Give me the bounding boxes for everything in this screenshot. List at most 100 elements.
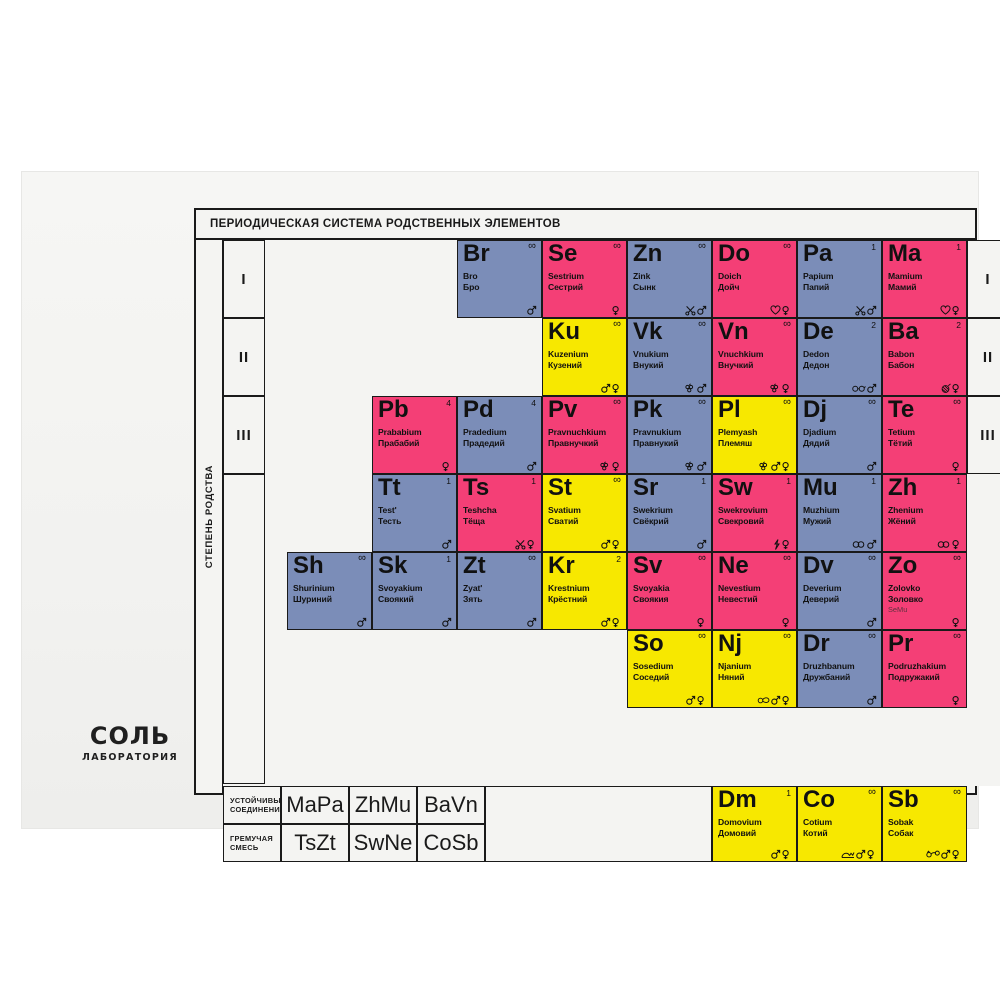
element-cell-pl[interactable]: Pl ∞ Plemyash Племяш [712,396,797,474]
element-symbol: Br [463,240,490,267]
element-gender-glyphs [770,305,792,316]
element-cyrillic-name: Крёстний [548,594,588,604]
element-cell-pk[interactable]: Pk ∞ Pravnukium Правнукий [627,396,712,474]
pacifier-icon [757,697,770,704]
element-cyrillic-name: Бабон [888,360,915,370]
element-cell-br[interactable]: Br ∞ Bro Бро [457,240,542,318]
female-symbol-icon [782,461,789,471]
element-cell-co[interactable]: Co ∞ Cotium Котий [797,786,882,862]
element-cell-so[interactable]: So ∞ Sosedium Соседий [627,630,712,708]
male-symbol-icon [442,539,452,549]
legend-compound-row2-1: SwNe [349,824,417,862]
element-latin-name: Njanium [718,661,752,671]
female-symbol-icon [952,849,959,859]
element-cell-zt[interactable]: Zt ∞ Zyat' Зять [457,552,542,630]
female-symbol-icon [612,305,619,315]
element-cyrillic-name: Внучкий [718,360,754,370]
legend-compound-row2-2: CoSb [417,824,485,862]
lightning-bolt-icon [774,539,780,550]
element-cell-sh[interactable]: Sh ∞ Shurinium Шуриний [287,552,372,630]
element-cell-zo[interactable]: Zo ∞ Zolovko Золовко SeMu [882,552,967,630]
element-cyrillic-name: Жёний [888,516,916,526]
element-symbol: Pv [548,396,578,423]
element-cell-ma[interactable]: Ma 1 Mamium Мамий [882,240,967,318]
element-cell-ba[interactable]: Ba 2 Babon Бабон [882,318,967,396]
element-cell-sv[interactable]: Sv ∞ Svoyakia Своякия [627,552,712,630]
element-gender-glyphs [937,539,962,550]
element-cell-se[interactable]: Se ∞ Sestrium Сестрий [542,240,627,318]
element-cell-de[interactable]: De 2 Dedon Дедон [797,318,882,396]
element-symbol: Sb [888,786,919,813]
element-kinship-degree: ∞ [613,240,621,252]
element-cell-nj[interactable]: Nj ∞ Njanium Няний [712,630,797,708]
cat-icon [841,852,855,858]
element-cell-dm[interactable]: Dm 1 Domovium Домовий [712,786,797,862]
element-cell-vk[interactable]: Vk ∞ Vnukium Внукий [627,318,712,396]
female-symbol-icon [952,305,959,315]
element-gender-glyphs [696,539,707,550]
element-latin-name: Dedon [803,349,830,359]
element-latin-name: Zhenium [888,505,924,515]
element-gender-glyphs [841,849,877,860]
male-symbol-icon [527,461,537,471]
element-cell-pa[interactable]: Pa 1 Papium Папий [797,240,882,318]
element-symbol: Pr [888,630,914,657]
element-cell-zn[interactable]: Zn ∞ Zink Сынк [627,240,712,318]
element-cyrillic-name: Подружакий [888,672,940,682]
element-symbol: Kr [548,552,575,579]
element-kinship-degree: 2 [871,320,876,330]
element-kinship-degree: ∞ [868,786,876,798]
element-cyrillic-name: Золовко [888,594,924,604]
element-gender-glyphs [951,695,962,706]
element-compound-note: SeMu [888,605,908,614]
element-cell-sr[interactable]: Sr 1 Swekrium Свёкрий [627,474,712,552]
element-gender-glyphs [781,617,792,628]
element-kinship-degree: 1 [786,788,791,798]
element-kinship-degree: 1 [956,242,961,252]
element-cyrillic-name: Мамий [888,282,917,292]
element-symbol: Mu [803,474,838,501]
element-symbol: So [633,630,664,657]
grapes-icon [770,383,779,393]
roman-numeral-right-r2: II [967,318,1000,396]
element-gender-glyphs [757,695,792,706]
element-cell-do[interactable]: Do ∞ Doich Дойч [712,240,797,318]
element-cell-sk[interactable]: Sk 1 Svoyakium Своякий [372,552,457,630]
element-cell-zh[interactable]: Zh 1 Zhenium Жёний [882,474,967,552]
element-latin-name: Nevestium [718,583,761,593]
element-cell-mu[interactable]: Mu 1 Muzhium Мужий [797,474,882,552]
element-cell-pb[interactable]: Pb 4 Prababium Прабабий [372,396,457,474]
legend-label-line: СОЕДИНЕНИЯ [230,805,286,814]
female-symbol-icon [697,617,704,627]
element-cell-sb[interactable]: Sb ∞ Sobak Собак [882,786,967,862]
male-symbol-icon [771,461,781,471]
element-cell-pd[interactable]: Pd 4 Pradedium Прадедий [457,396,542,474]
element-kinship-degree: ∞ [528,552,536,564]
female-symbol-icon [952,461,959,471]
scissors-icon [685,305,696,316]
element-cell-st[interactable]: St ∞ Svatium Сватий [542,474,627,552]
element-cell-ne[interactable]: Ne ∞ Nevestium Невестий [712,552,797,630]
element-cell-te[interactable]: Te ∞ Tetium Тётий [882,396,967,474]
element-cell-dr[interactable]: Dr ∞ Druzhbanum Дружбаний [797,630,882,708]
element-cell-sw[interactable]: Sw 1 Swekrovium Свекровий [712,474,797,552]
element-cyrillic-name: Прабабий [378,438,420,448]
element-cyrillic-name: Тесть [378,516,402,526]
element-cyrillic-name: Невестий [718,594,758,604]
element-kinship-degree: ∞ [783,240,791,252]
element-cell-dv[interactable]: Dv ∞ Deverium Деверий [797,552,882,630]
element-cell-dj[interactable]: Dj ∞ Djadium Дядий [797,396,882,474]
element-cell-pv[interactable]: Pv ∞ Pravnuchkium Правнучкий [542,396,627,474]
element-cell-ku[interactable]: Ku ∞ Kuzenium Кузений [542,318,627,396]
element-kinship-degree: ∞ [783,396,791,408]
element-cell-vn[interactable]: Vn ∞ Vnuchkium Внучкий [712,318,797,396]
element-kinship-degree: 2 [616,554,621,564]
element-gender-glyphs [866,617,877,628]
female-symbol-icon [527,539,534,549]
element-gender-glyphs [866,695,877,706]
element-cell-pr[interactable]: Pr ∞ Podruzhakium Подружакий [882,630,967,708]
element-cell-ts[interactable]: Ts 1 Teshcha Тёща [457,474,542,552]
element-cell-tt[interactable]: Tt 1 Test' Тесть [372,474,457,552]
element-kinship-degree: ∞ [868,552,876,564]
element-cell-kr[interactable]: Kr 2 Krestnium Крёстний [542,552,627,630]
